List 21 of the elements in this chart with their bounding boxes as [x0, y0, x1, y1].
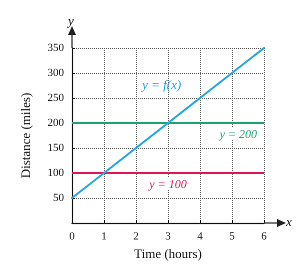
y-tick-label: 200: [48, 117, 64, 129]
y-axis-title: Distance (miles): [18, 92, 33, 178]
x-tick-label: 2: [133, 230, 139, 242]
y-tick-label: 150: [48, 142, 64, 154]
x-tick-label: 1: [101, 230, 107, 242]
x-tick-label: 0: [69, 230, 76, 242]
y-tick-label: 50: [53, 192, 64, 204]
x-tick-label: 5: [229, 230, 236, 242]
text: y: [66, 13, 74, 28]
x-tick-label: 4: [197, 230, 204, 242]
ref-line-label: y = 200: [218, 127, 257, 141]
y-tick-label: 100: [48, 167, 64, 179]
x-tick-label: 6: [261, 230, 268, 242]
series-label: y = f(x): [140, 77, 182, 92]
x-axis-title: Time (hours): [134, 246, 202, 261]
text: x: [285, 214, 292, 229]
y-tick-label: 300: [48, 67, 64, 79]
y-tick-label: 350: [48, 42, 64, 54]
y-tick-label: 250: [48, 92, 64, 104]
ref-line-label: y = 100: [148, 177, 187, 191]
x-tick-label: 3: [165, 230, 172, 242]
